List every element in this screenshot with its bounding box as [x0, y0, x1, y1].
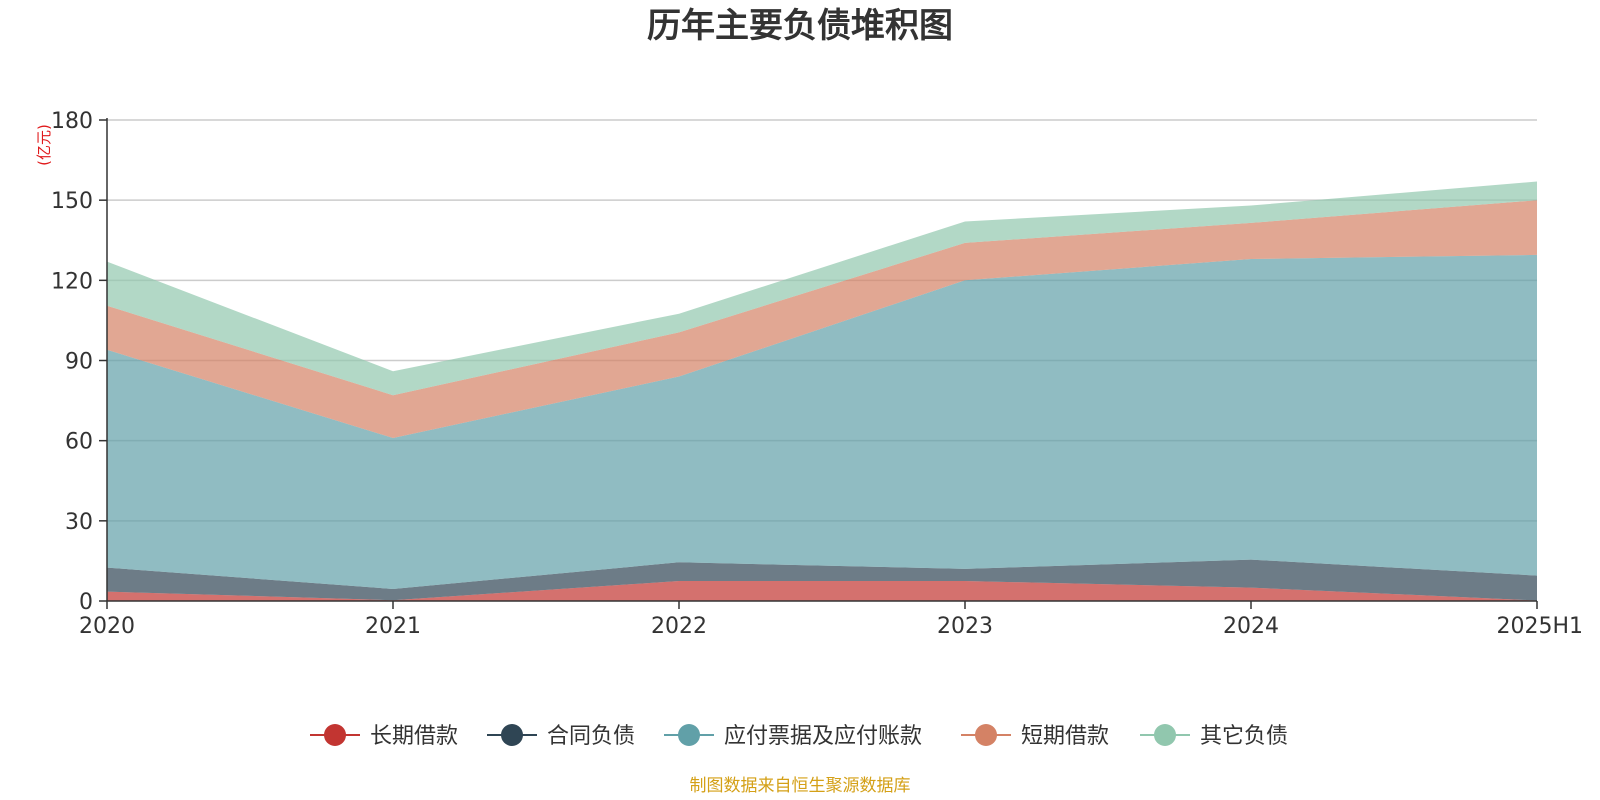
- legend-circle-marker: [678, 724, 700, 746]
- y-tick-label: 150: [51, 189, 93, 214]
- data-source-note: 制图数据来自恒生聚源数据库: [690, 776, 911, 796]
- y-tick-label: 180: [51, 109, 93, 134]
- legend-circle-marker: [975, 724, 997, 746]
- y-tick-label: 60: [65, 430, 93, 455]
- y-tick-label: 90: [65, 350, 93, 375]
- area-series-5: [107, 181, 1537, 396]
- legend-label: 长期借款: [370, 724, 458, 749]
- x-tick-label: 2022: [651, 614, 707, 639]
- x-tick-label: 2025H1: [1496, 614, 1583, 639]
- y-tick-label: 30: [65, 510, 93, 535]
- y-tick-label: 0: [79, 590, 93, 615]
- legend-item[interactable]: 短期借款: [961, 724, 1109, 749]
- x-tick-label: 2024: [1223, 614, 1279, 639]
- chart-title: 历年主要负债堆积图: [647, 6, 953, 46]
- legend-label: 应付票据及应付账款: [724, 724, 922, 749]
- y-tick-label: 120: [51, 269, 93, 294]
- legend-circle-marker: [501, 724, 523, 746]
- y-axis-unit: (亿元): [35, 124, 53, 166]
- legend: 长期借款 合同负债 应付票据及应付账款 短期借款 其它负债: [310, 724, 1288, 749]
- x-tick-label: 2020: [79, 614, 135, 639]
- legend-circle-marker: [1154, 724, 1176, 746]
- x-tick-label: 2021: [365, 614, 421, 639]
- legend-label: 其它负债: [1200, 724, 1288, 749]
- legend-label: 合同负债: [547, 724, 635, 749]
- area-series-4: [107, 200, 1537, 438]
- area-series-1: [107, 581, 1537, 601]
- x-tick-label: 2023: [937, 614, 993, 639]
- area-series-2: [107, 559, 1537, 601]
- area-series-3: [107, 254, 1537, 589]
- legend-item[interactable]: 其它负债: [1140, 724, 1288, 749]
- legend-item[interactable]: 合同负债: [487, 724, 635, 749]
- legend-item[interactable]: 应付票据及应付账款: [664, 724, 922, 749]
- legend-circle-marker: [324, 724, 346, 746]
- area-series: [107, 181, 1537, 601]
- legend-label: 短期借款: [1021, 724, 1109, 749]
- axes: 0 30 60 90 120 150 180 2020 2021 2022 2023 2024 2025…: [51, 109, 1583, 639]
- legend-item[interactable]: 长期借款: [310, 724, 458, 749]
